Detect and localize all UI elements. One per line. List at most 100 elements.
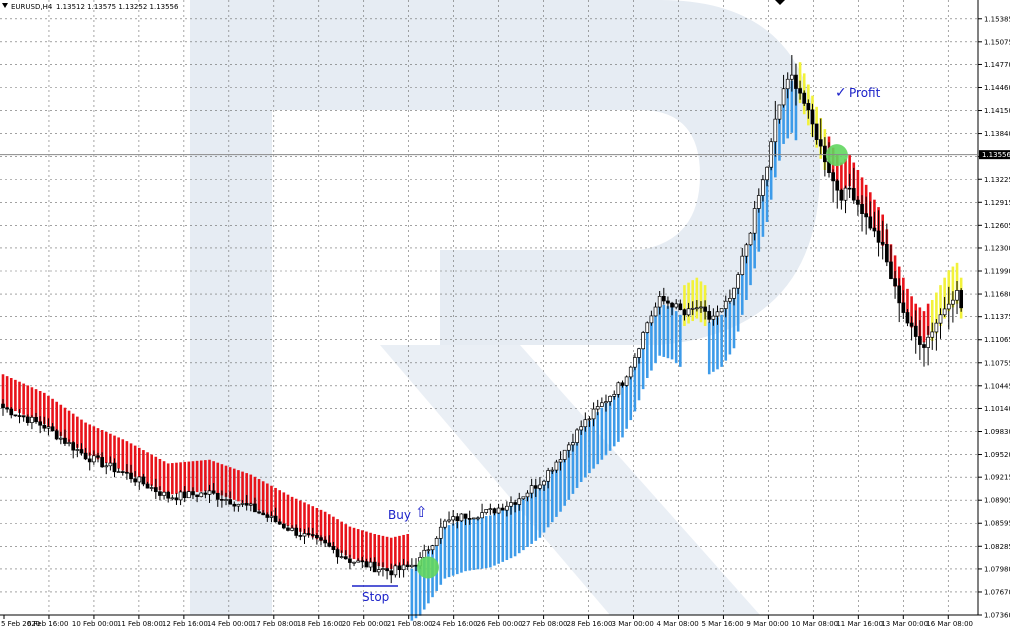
buy-arrow-icon: ⇧ [415,503,428,521]
candle-body [897,285,902,304]
candle-body [496,507,501,514]
candle-body [133,478,138,483]
candle-body [108,462,113,467]
x-tick-label: 5 Mar 16:00 [701,620,743,628]
candle-body [818,139,823,147]
candle-body [723,300,728,309]
candle-body [918,336,922,345]
candle-body [839,189,844,201]
candle-body [174,497,179,501]
candle-body [509,502,513,507]
candle-body [319,537,323,541]
candle-body [558,459,563,463]
candle-body [653,306,658,317]
candle-body [624,376,629,386]
candle-body [529,485,534,494]
candle-body [348,558,352,563]
x-tick-label: 5 Feb 2020 [1,620,40,628]
candle-body [376,569,381,573]
current-price-value: 1.13556 [982,151,1010,159]
candle-body [690,307,695,310]
candle-body [459,513,464,522]
candle-body [87,458,92,463]
candle-body [302,533,307,537]
candle-body [203,492,208,495]
candle-body [75,449,80,451]
candle-body [42,424,47,429]
candle-body [637,348,641,358]
candle-body [938,314,943,324]
price-axis: 1.15385 1.15075 1.14770 1.14460 1.14150 1.138… [978,15,1010,620]
candle-body [125,471,129,474]
candle-body [810,109,815,125]
candle-body [831,172,835,182]
candle-body [666,300,670,304]
candle-body [191,491,195,496]
x-tick-label: 11 Mar 16:00 [836,620,883,628]
candle-body [294,527,299,536]
candle-body [71,442,76,451]
y-tick-label: 1.08285 [984,543,1010,551]
y-tick-label: 1.11680 [984,291,1010,299]
candle-body [550,469,555,472]
candle-body [410,564,414,568]
candle-body [220,499,224,501]
candle-body [533,485,538,489]
candle-body [934,322,939,333]
candle-body [620,382,625,386]
x-tick-label: 28 Feb 16:00 [567,620,613,628]
candle-body [674,303,679,308]
candle-body [422,549,427,558]
x-tick-label: 6 Feb 16:00 [27,620,68,628]
candle-body [798,88,802,94]
candle-body [187,491,191,499]
candle-body [96,455,100,458]
candle-body [104,465,109,468]
candle-body [224,499,228,501]
candle-body [847,187,852,190]
x-tick-label: 27 Feb 08:00 [522,620,568,628]
candle-body [922,344,926,348]
x-tick-label: 20 Feb 00:00 [342,620,388,628]
candle-body [240,503,245,505]
candle-body [447,519,451,522]
checkmark-icon: ✓ [835,85,847,101]
candle-body [500,507,505,511]
candle-body [889,261,893,279]
candle-body [579,426,584,431]
candle-body [657,296,662,308]
y-tick-label: 1.15075 [984,38,1010,46]
candle-body [542,480,546,486]
candle-body [930,331,935,338]
y-tick-label: 1.14460 [984,84,1010,92]
symbol-dropdown-icon[interactable] [2,3,8,8]
x-tick-label: 4 Mar 08:00 [656,620,698,628]
candle-body [732,287,736,299]
annotations: Buy ⇧ Stop ✓ Profit [352,85,881,604]
y-tick-label: 1.12915 [984,199,1010,207]
shift-marker-icon[interactable] [775,0,785,5]
profit-label: Profit [849,86,881,100]
candle-body [946,303,951,310]
candle-body [521,496,526,500]
candle-body [120,471,125,473]
candle-body [352,561,356,564]
candle-body [525,492,530,498]
candle-body [21,415,26,418]
candle-body [876,230,881,243]
candle-body [153,487,158,493]
candle-body [649,315,654,324]
candle-body [748,232,753,246]
candle-body [13,414,18,417]
candle-body [269,515,274,518]
y-tick-label: 1.14770 [984,61,1010,69]
candle-body [880,241,885,245]
candle-body [63,437,67,444]
candle-body [645,322,650,333]
candle-body [434,537,439,547]
candle-body [661,296,666,302]
candle-body [443,520,447,528]
candle-body [315,535,319,538]
